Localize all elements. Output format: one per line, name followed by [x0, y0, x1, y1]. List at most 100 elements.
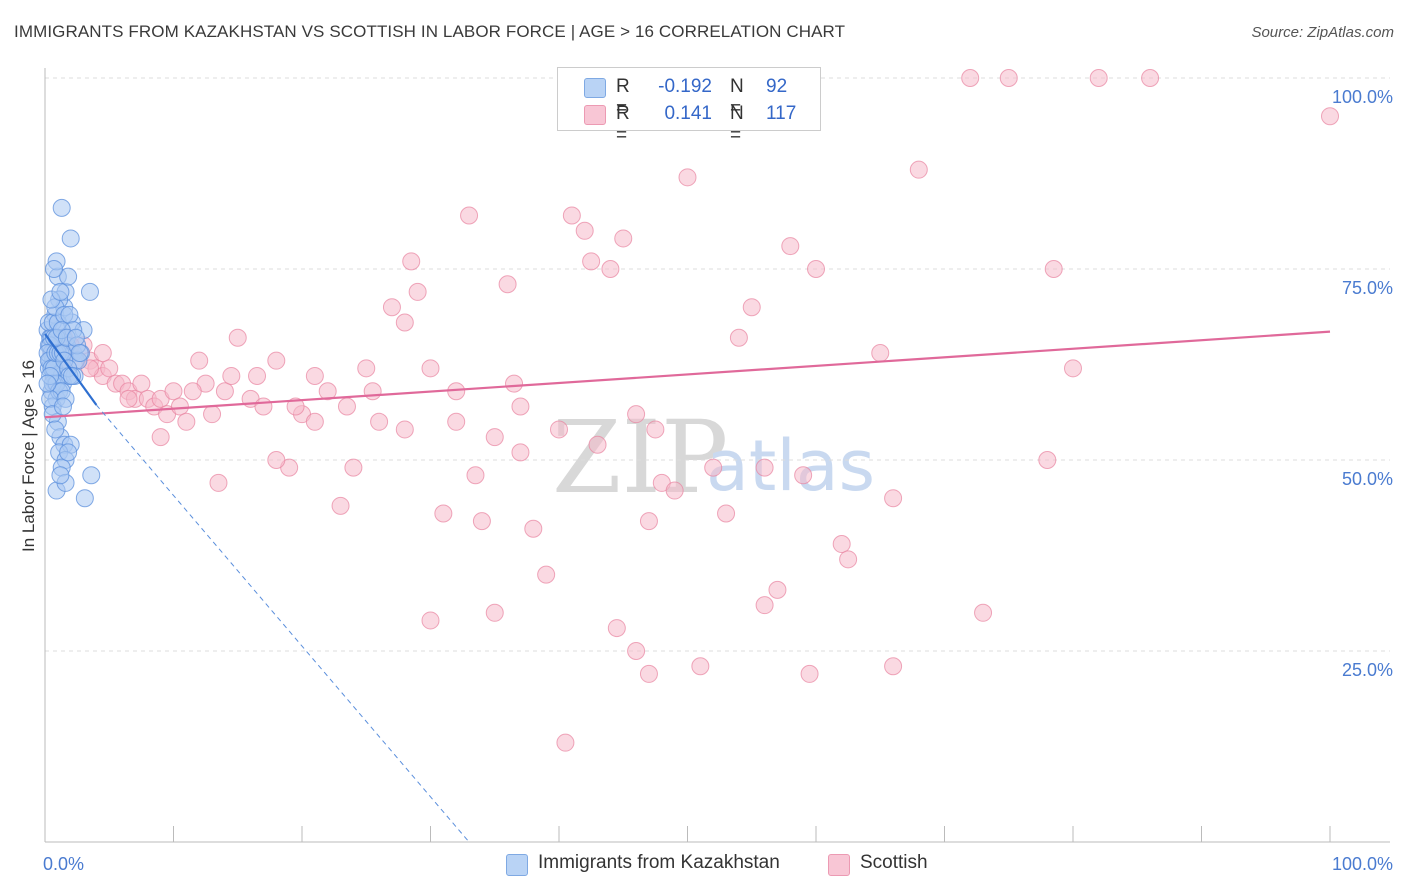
bottom-legend-swatch-blue [506, 854, 528, 876]
scottish-point [582, 252, 601, 271]
scottish-point [267, 351, 286, 370]
trend-lines [44, 330, 1331, 843]
scottish-point [498, 275, 517, 294]
scottish-point [556, 733, 575, 752]
kazakhstan-point [51, 466, 70, 485]
kazakhstan-point [62, 366, 81, 385]
kazakhstan-point [61, 229, 80, 248]
kazakhstan-point [46, 420, 65, 439]
kazakhstan-point [59, 267, 78, 286]
scottish-point [999, 69, 1018, 87]
scottish-point [550, 420, 568, 439]
scottish-point [395, 313, 414, 332]
legend-n-value: 92 [766, 76, 788, 97]
kazakhstan-point [80, 282, 99, 301]
scottish-point [562, 206, 581, 225]
scottish-point [755, 596, 774, 615]
scottish-point [1044, 260, 1063, 278]
bottom-legend-label: Scottish [860, 852, 928, 873]
scottish-point [614, 229, 633, 248]
scottish-point [1141, 69, 1160, 87]
scottish-point [228, 328, 247, 347]
kazakhstan-point [53, 397, 72, 416]
scottish-point [421, 611, 440, 630]
scottish-point [1321, 107, 1339, 126]
scottish-point [408, 282, 427, 301]
scottish-point [151, 428, 170, 447]
scottish-point [627, 405, 646, 424]
scottish-point [781, 237, 800, 256]
scottish-point [627, 642, 646, 660]
scottish-point [800, 664, 819, 683]
scottish-point [93, 344, 112, 363]
y-tick-label: 50.0% [1342, 469, 1393, 489]
scottish-point [370, 412, 389, 431]
legend-r-label: R = [616, 76, 630, 119]
kazakhstan-point [66, 328, 85, 347]
correlation-legend: R = -0.192 N = 92 R = 0.141 N = 117 [557, 67, 821, 146]
bottom-legend-label: Immigrants from Kazakhstan [538, 852, 780, 873]
scottish-point [974, 603, 993, 622]
scottish-point [832, 535, 851, 554]
scottish-point [884, 657, 903, 676]
scottish-point [460, 206, 479, 225]
legend-swatch-blue [584, 78, 606, 98]
scottish-point [839, 550, 858, 569]
bottom-legend-swatch-pink [828, 854, 850, 876]
kazakhstan-point [44, 260, 63, 278]
scottish-point [248, 366, 267, 385]
scottish-point [344, 458, 363, 477]
watermark-atlas: atlas [706, 425, 875, 507]
scottish-point [665, 481, 684, 500]
scottish-point [466, 466, 485, 485]
scottish-point [1038, 451, 1057, 469]
scottish-point [421, 359, 440, 378]
scottish-point [794, 466, 813, 485]
legend-n-label: N = [730, 103, 744, 146]
x-tick-label: 0.0% [43, 854, 84, 874]
scottish-point [254, 397, 273, 416]
scottish-point [961, 69, 980, 87]
kazakhstan-trend-extension [96, 404, 470, 843]
scottish-point [357, 359, 376, 378]
scottish-point [485, 603, 504, 622]
scottish-point [704, 458, 723, 477]
scottish-point [100, 359, 119, 378]
kazakhstan-point [51, 282, 70, 301]
scottish-point [222, 366, 241, 385]
scottish-point [434, 504, 453, 523]
scottish-point [1089, 69, 1108, 87]
x-tick-labels: 0.0% 100.0% [43, 854, 1393, 874]
scottish-point [382, 298, 401, 317]
y-tick-label: 100.0% [1332, 87, 1393, 107]
scottish-point [742, 298, 761, 317]
scottish-point [267, 451, 286, 469]
scottish-point [768, 580, 787, 599]
y-axis-title: In Labor Force | Age > 16 [19, 360, 38, 552]
kazakhstan-points [38, 198, 101, 508]
scottish-point [363, 382, 382, 401]
kazakhstan-point [52, 198, 71, 217]
legend-n-value: 117 [766, 103, 797, 124]
scottish-point [607, 619, 626, 638]
legend-r-value: -0.192 [658, 76, 712, 97]
scottish-point [132, 374, 151, 393]
scottish-point [524, 519, 543, 538]
scottish-point [395, 420, 414, 439]
scottish-point [190, 351, 209, 370]
scottish-point [537, 565, 556, 584]
scottish-point [177, 412, 196, 431]
scottish-point [505, 374, 524, 393]
kazakhstan-point [59, 443, 78, 462]
scottish-point [164, 382, 183, 401]
scottish-point [807, 260, 825, 278]
scottish-point [575, 221, 594, 240]
scottish-point [588, 435, 607, 454]
scottish-point [215, 382, 234, 401]
scottish-point [755, 458, 774, 477]
scottish-point [485, 428, 504, 447]
axes [44, 68, 1390, 843]
scottish-point [209, 473, 228, 492]
source-label: Source: ZipAtlas.com [1251, 24, 1394, 41]
